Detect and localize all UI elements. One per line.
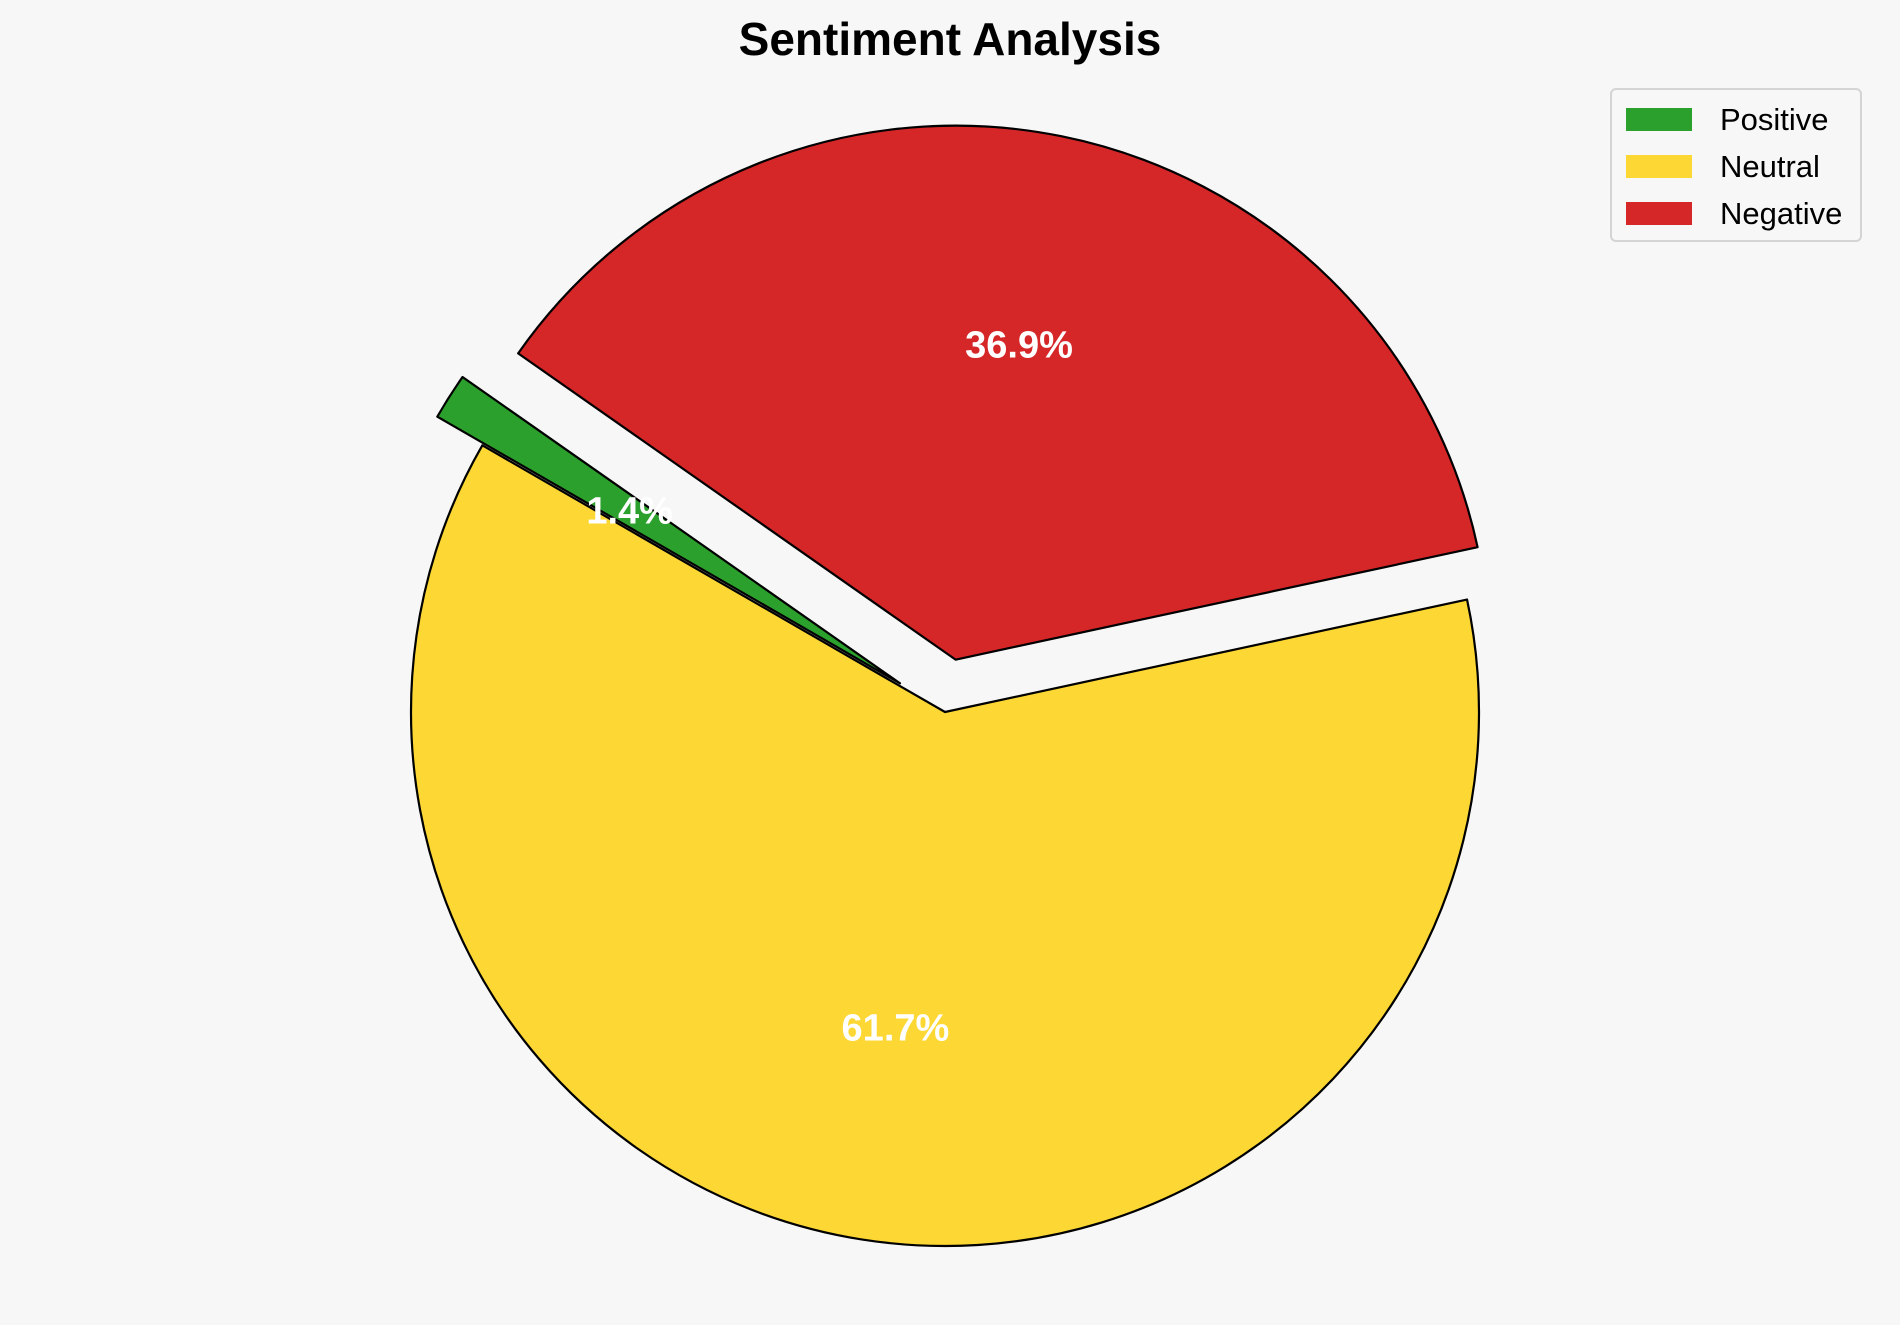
legend-label-negative: Negative bbox=[1720, 195, 1843, 231]
pie-slice-neutral bbox=[409, 444, 1481, 1248]
legend-swatch-negative bbox=[1626, 202, 1692, 225]
legend-swatch-neutral bbox=[1626, 155, 1692, 178]
legend: Positive Neutral Negative bbox=[1610, 88, 1862, 242]
pie-slices bbox=[409, 124, 1481, 1248]
legend-item-neutral: Neutral bbox=[1626, 143, 1860, 190]
pie-slice-negative bbox=[517, 124, 1479, 661]
legend-label-positive: Positive bbox=[1720, 101, 1829, 137]
pie-label-neutral: 61.7% bbox=[842, 1008, 950, 1050]
legend-item-negative: Negative bbox=[1626, 190, 1860, 237]
legend-swatch-positive bbox=[1626, 108, 1692, 131]
legend-label-neutral: Neutral bbox=[1720, 148, 1820, 184]
chart-title: Sentiment Analysis bbox=[738, 13, 1162, 65]
pie-labels: 1.4% 61.7% 36.9% bbox=[586, 325, 1073, 1050]
legend-item-positive: Positive bbox=[1626, 96, 1860, 143]
pie-label-positive: 1.4% bbox=[586, 490, 673, 532]
pie-label-negative: 36.9% bbox=[965, 325, 1073, 367]
pie-slice-positive bbox=[436, 375, 902, 685]
